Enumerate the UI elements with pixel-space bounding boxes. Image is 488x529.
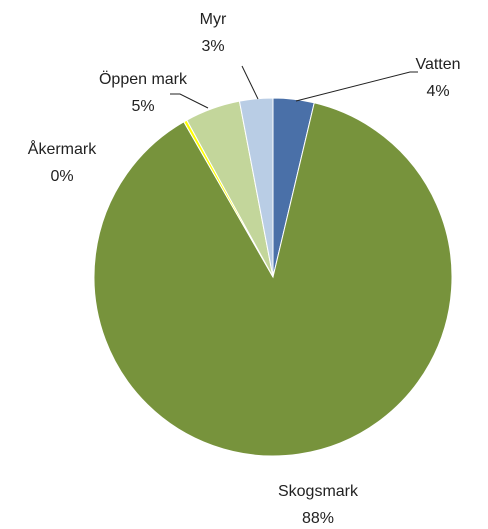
- slice-label-value: 88%: [302, 510, 334, 527]
- slice-label-value: 4%: [426, 83, 449, 100]
- slice-label-name: Vatten: [415, 56, 460, 73]
- pie-slice: [93, 102, 453, 457]
- leader-line: [170, 93, 209, 109]
- pie-slice: [238, 97, 274, 278]
- slice-label-name: Åkermark: [28, 139, 97, 158]
- leader-line: [295, 71, 418, 102]
- leader-line: [241, 65, 259, 100]
- leader-lines: [170, 65, 418, 109]
- slice-label-name: Öppen mark: [99, 70, 188, 88]
- slice-label-value: 5%: [131, 98, 154, 115]
- slice-label-name: Skogsmark: [278, 483, 359, 500]
- slice-label-name: Myr: [200, 11, 227, 28]
- slice-label-value: 0%: [50, 168, 73, 185]
- slice-label-value: 3%: [201, 38, 224, 55]
